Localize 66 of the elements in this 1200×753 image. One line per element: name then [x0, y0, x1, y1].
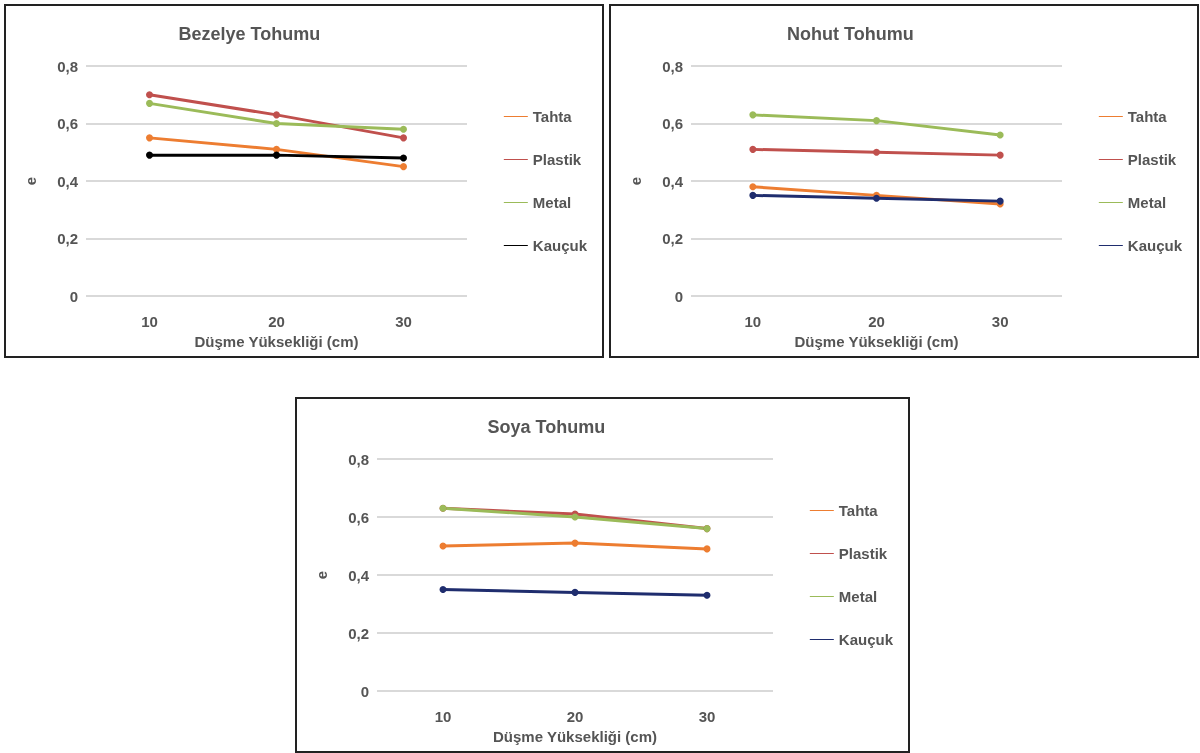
y-tick-label: 0,8 [57, 57, 78, 75]
point [749, 191, 757, 199]
x-tick-label: 10 [434, 708, 452, 725]
point [873, 117, 880, 125]
legend-label: Tahta [838, 502, 879, 519]
y-tick-label: 0,4 [662, 172, 684, 190]
y-axis-title: e [313, 570, 330, 580]
point [146, 134, 153, 142]
legend-label: Kauçuk [838, 631, 894, 648]
x-tick-label: 10 [141, 313, 158, 330]
point [400, 163, 407, 171]
point [146, 91, 153, 99]
x-tick-label: 20 [566, 708, 584, 725]
point [273, 151, 280, 159]
y-tick-label: 0,6 [662, 115, 683, 132]
legend-label: Tahta [532, 108, 573, 125]
legend-label: Tahta [1127, 108, 1168, 125]
legend-label: Kauçuk [532, 237, 588, 254]
point [749, 145, 757, 153]
y-tick-label: 0,4 [348, 566, 370, 584]
point [400, 134, 407, 142]
point [749, 111, 757, 119]
x-tick-label: 20 [268, 313, 285, 330]
point [873, 148, 880, 156]
x-tick-label: 30 [698, 708, 716, 725]
y-tick-label: 0,8 [662, 57, 683, 75]
legend-label: Plastik [838, 545, 888, 562]
y-tick-label: 0,2 [348, 624, 369, 642]
y-tick-label: 0 [69, 287, 78, 305]
chart-title: Soya Tohumu [487, 417, 606, 437]
legend-label: Metal [838, 588, 878, 605]
legend-label: Plastik [1127, 151, 1177, 168]
point [439, 586, 447, 593]
x-axis-title: Düşme Yüksekliği (cm) [794, 332, 959, 350]
x-tick-label: 20 [868, 313, 885, 330]
y-axis-title: e [627, 176, 644, 186]
chart-title: Nohut Tohumu [787, 24, 914, 44]
point [146, 151, 153, 159]
point [571, 588, 579, 596]
legend-label: Metal [1127, 194, 1167, 211]
x-axis-title: Düşme Yüksekliği (cm) [194, 332, 359, 350]
y-tick-label: 0,8 [348, 450, 369, 468]
point [273, 111, 280, 119]
y-tick-label: 0,2 [662, 230, 683, 247]
y-tick-label: 0,6 [348, 508, 369, 526]
point [400, 154, 407, 162]
point [146, 99, 153, 107]
point [273, 120, 280, 127]
y-tick-label: 0,6 [57, 115, 78, 132]
x-axis-title: Düşme Yüksekliği (cm) [493, 727, 657, 745]
point [400, 125, 407, 133]
x-tick-label: 30 [991, 313, 1009, 330]
y-tick-label: 0 [674, 287, 683, 305]
point [996, 151, 1004, 159]
point [703, 591, 711, 599]
x-tick-label: 10 [744, 313, 762, 330]
chart-title: Bezelye Tohumu [178, 24, 321, 44]
y-axis-title: e [22, 176, 39, 186]
y-tick-label: 0,2 [57, 230, 78, 247]
x-tick-label: 30 [395, 313, 412, 330]
point [749, 183, 757, 191]
legend-label: Metal [532, 194, 572, 211]
y-tick-label: 0,4 [57, 172, 79, 190]
legend-label: Kauçuk [1127, 237, 1183, 254]
y-tick-label: 0 [360, 682, 369, 700]
legend-label: Plastik [532, 151, 582, 168]
